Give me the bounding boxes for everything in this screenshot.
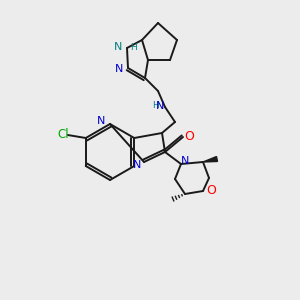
Polygon shape [203, 157, 218, 162]
Text: N: N [181, 156, 189, 166]
Text: Cl: Cl [57, 128, 69, 142]
Text: O: O [184, 130, 194, 142]
Text: N: N [114, 42, 122, 52]
Text: N: N [156, 101, 164, 111]
Text: N: N [97, 116, 105, 126]
Text: N: N [133, 160, 141, 170]
Text: H: H [130, 43, 137, 52]
Text: O: O [206, 184, 216, 197]
Text: N: N [115, 64, 123, 74]
Text: H: H [152, 101, 159, 110]
